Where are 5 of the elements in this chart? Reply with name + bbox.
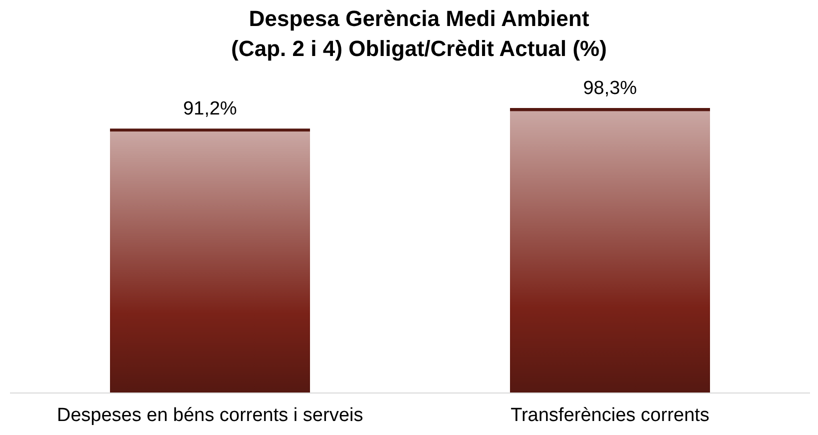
chart-title: Despesa Gerència Medi Ambient (Cap. 2 i 4) Obligat/Crèdit Actual (%)	[231, 6, 607, 61]
data-label: 98,3%	[583, 78, 638, 99]
x-tick-label: Despeses en béns corrents i serveis	[56, 405, 364, 426]
data-label: 91,2%	[183, 98, 238, 120]
x-tick-label: Transferències corrents	[510, 405, 710, 426]
